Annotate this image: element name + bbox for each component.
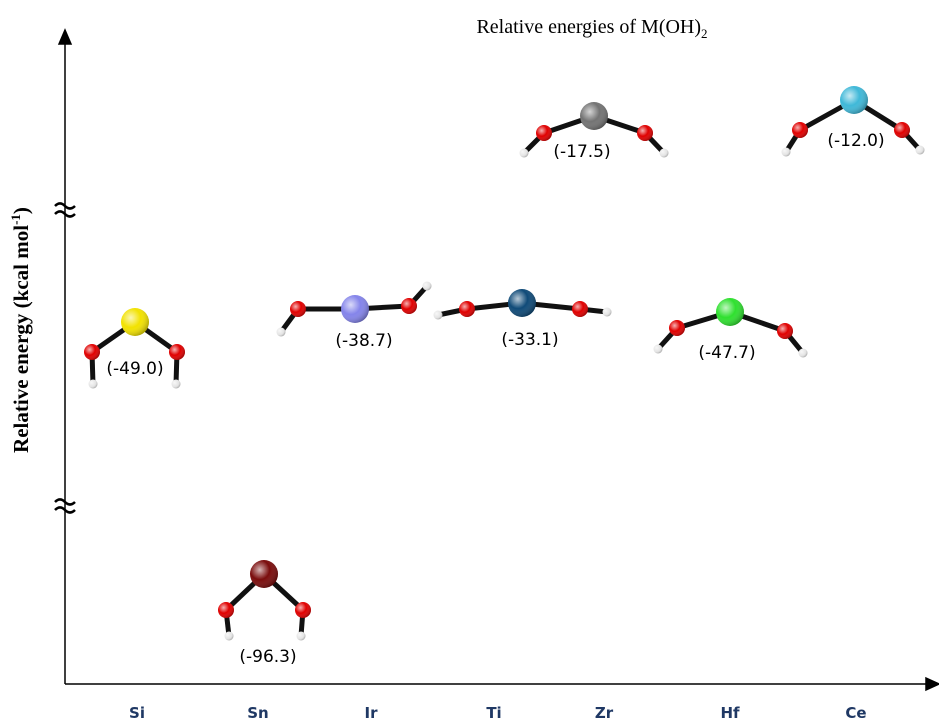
oxygen-atom-shade — [669, 320, 685, 336]
metal-atom-shade — [840, 86, 868, 114]
category-label: Ce — [845, 704, 866, 722]
oxygen-atom-shade — [290, 301, 306, 317]
molecule: (-33.1) — [434, 289, 612, 350]
hydrogen-atom-shade — [654, 345, 663, 354]
category-label: Ti — [486, 704, 501, 722]
oxygen-atom-shade — [295, 602, 311, 618]
hydrogen-atom-shade — [297, 632, 306, 641]
hydrogen-atom-shade — [603, 308, 612, 317]
y-arrow — [59, 30, 71, 44]
oxygen-atom-shade — [169, 344, 185, 360]
title: Relative energies of M(OH)2 — [476, 16, 707, 41]
energy-label: (-33.1) — [501, 330, 558, 350]
title-subscript: 2 — [701, 26, 708, 41]
energy-label: (-49.0) — [106, 359, 163, 379]
oxygen-atom-shade — [894, 122, 910, 138]
molecule: (-96.3) — [218, 560, 311, 667]
figure: Relative energies of M(OH)2 Relative ene… — [0, 0, 939, 722]
y-axis-label: Relative energy (kcal mol-1) — [8, 207, 33, 453]
oxygen-atom-shade — [777, 323, 793, 339]
energy-label: (-17.5) — [553, 142, 610, 162]
molecule: (-17.5) — [520, 102, 669, 162]
category-label: Si — [129, 704, 145, 722]
metal-atom-shade — [716, 298, 744, 326]
energy-label: (-38.7) — [335, 331, 392, 351]
hydrogen-atom-shade — [89, 380, 98, 389]
metal-atom-shade — [121, 308, 149, 336]
energy-label: (-12.0) — [827, 131, 884, 151]
hydrogen-atom-shade — [782, 148, 791, 157]
hydrogen-atom-shade — [423, 282, 432, 291]
category-label: Ir — [365, 704, 379, 722]
molecule: (-49.0) — [84, 308, 185, 389]
metal-atom-shade — [341, 295, 369, 323]
oxygen-atom-shade — [637, 125, 653, 141]
category-label: Hf — [720, 704, 740, 722]
energy-label: (-47.7) — [698, 343, 755, 363]
x-arrow — [926, 678, 939, 690]
y-label-text: Relative energy (kcal mol — [9, 225, 33, 453]
oxygen-atom-shade — [218, 602, 234, 618]
metal-atom-shade — [508, 289, 536, 317]
hydrogen-atom-shade — [916, 146, 925, 155]
oxygen-atom-shade — [572, 301, 588, 317]
category-label: Zr — [595, 704, 614, 722]
y-label-suffix: ) — [9, 207, 33, 214]
hydrogen-atom-shade — [225, 632, 234, 641]
metal-atom-shade — [250, 560, 278, 588]
metal-atom-shade — [580, 102, 608, 130]
molecule: (-38.7) — [277, 282, 432, 352]
oxygen-atom-shade — [792, 122, 808, 138]
y-label-superscript: -1 — [8, 214, 23, 225]
energy-label: (-96.3) — [239, 647, 296, 667]
category-label: Sn — [247, 704, 268, 722]
hydrogen-atom-shade — [799, 349, 808, 358]
hydrogen-atom-shade — [172, 380, 181, 389]
hydrogen-atom-shade — [434, 311, 443, 320]
hydrogen-atom-shade — [277, 328, 286, 337]
categories: Si Sn Ir Ti Zr Hf Ce — [129, 704, 867, 722]
oxygen-atom-shade — [84, 344, 100, 360]
molecule: (-47.7) — [654, 298, 808, 363]
hydrogen-atom-shade — [660, 149, 669, 158]
molecules: (-49.0) (-96.3) (-38.7) (-33.1) (-17.5) (-47.… — [84, 86, 925, 667]
title-text: Relative energies of M(OH) — [476, 16, 701, 38]
oxygen-atom-shade — [401, 298, 417, 314]
molecule: (-12.0) — [782, 86, 925, 157]
oxygen-atom-shade — [536, 125, 552, 141]
hydrogen-atom-shade — [520, 149, 529, 158]
oxygen-atom-shade — [459, 301, 475, 317]
